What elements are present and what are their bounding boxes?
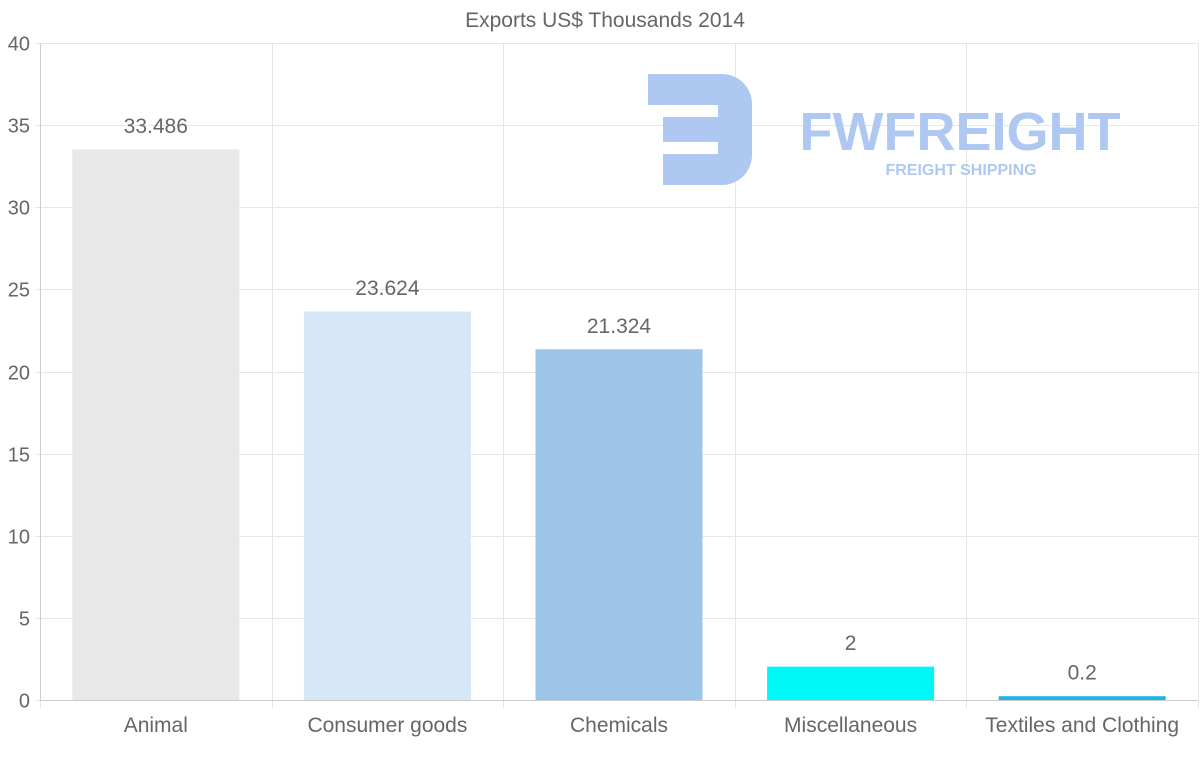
x-tick-label: Textiles and Clothing xyxy=(985,714,1179,737)
fwfreight-watermark: FWFREIGHT FREIGHT SHIPPING xyxy=(648,74,1120,185)
bar-value-label: 0.2 xyxy=(1068,662,1097,685)
axes xyxy=(40,43,1198,701)
labels: 0 5 10 15 20 25 30 35 40 33.486 Animal 23.624 Consum… xyxy=(8,34,1179,738)
bar-value-label: 21.324 xyxy=(587,315,652,338)
bar-value-label: 23.624 xyxy=(355,277,420,300)
x-tick-label: Animal xyxy=(124,714,188,737)
bar-miscellaneous[interactable] xyxy=(767,666,935,701)
bars xyxy=(72,149,1166,701)
fwfreight-logo-icon xyxy=(648,74,752,185)
y-tick-label: 30 xyxy=(8,198,30,220)
chart-title: Exports US$ Thousands 2014 xyxy=(465,9,745,32)
y-tick-label: 40 xyxy=(8,34,30,56)
x-tick-label: Consumer goods xyxy=(307,714,467,737)
x-tick-label: Chemicals xyxy=(570,714,668,737)
y-tick-label: 35 xyxy=(8,116,30,138)
x-tick-label: Miscellaneous xyxy=(784,714,917,737)
bar-textiles-and-clothing[interactable] xyxy=(998,696,1166,701)
y-tick-label: 0 xyxy=(19,691,30,713)
y-tick-label: 5 xyxy=(19,609,30,631)
bar-chemicals[interactable] xyxy=(535,349,703,701)
bar-value-label: 2 xyxy=(845,632,857,655)
y-tick-label: 25 xyxy=(8,280,30,302)
bar-consumer-goods[interactable] xyxy=(303,311,471,701)
y-tick-label: 10 xyxy=(8,527,30,549)
y-tick-label: 20 xyxy=(8,363,30,385)
bar-animal[interactable] xyxy=(72,149,240,701)
watermark-brand: FWFREIGHT xyxy=(800,102,1121,162)
bar-value-label: 33.486 xyxy=(124,115,188,138)
watermark-tagline: FREIGHT SHIPPING xyxy=(885,162,1036,179)
y-tick-label: 15 xyxy=(8,445,30,467)
